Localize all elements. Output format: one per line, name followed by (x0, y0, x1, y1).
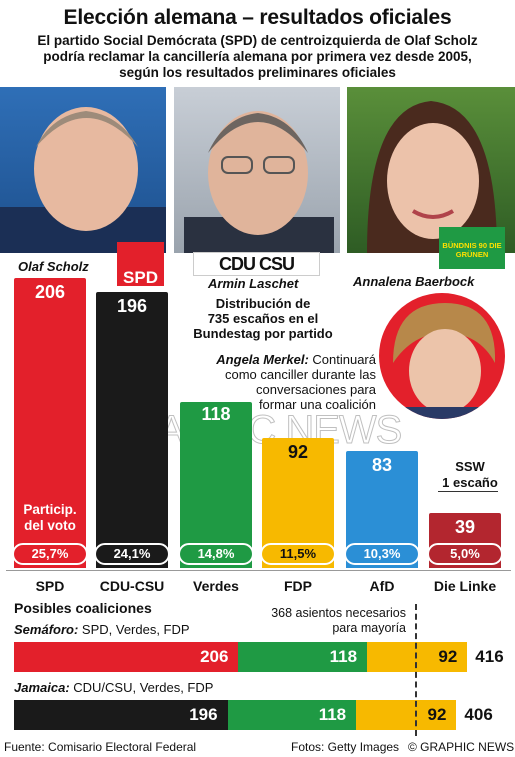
laschet-photo (174, 87, 340, 253)
label-line: Distribución de (215, 296, 311, 311)
label-line: Bundestag por partido (193, 326, 333, 341)
note-line: 1 escaño (442, 475, 498, 490)
seat-bar-chart: 206 25,7% SPD 196 24,1% CDU-CSU 118 14,8% Verdes… (6, 278, 511, 594)
note-line: Continuará (308, 352, 376, 367)
majority-line (415, 604, 417, 736)
distribution-label: Distribución de 735 escaños en el Bundes… (183, 296, 343, 341)
note-line: como canciller durante las (224, 367, 376, 382)
coalition-label: Jamaica: CDU/CSU, Verdes, FDP (14, 680, 213, 695)
candidate-name: Annalena Baerbock (353, 274, 475, 289)
divider (438, 491, 498, 492)
candidate-name: Armin Laschet (208, 276, 299, 291)
note-line: para mayoría (332, 621, 406, 635)
note-line: conversaciones para (256, 382, 376, 397)
coalition-total: 406 (464, 705, 493, 724)
merkel-name: Angela Merkel: (216, 352, 309, 367)
photo-credit: Fotos: Getty Images (291, 740, 400, 754)
coalition-parties: SPD, Verdes, FDP (78, 622, 190, 637)
bar-value: 196 (116, 296, 148, 317)
merkel-note: Angela Merkel: Continuará como canciller… (196, 352, 376, 412)
vote-share: 5,0% (427, 543, 503, 565)
bar-value: 39 (454, 517, 476, 538)
subtitle-line: podría reclamar la cancillería alemana p… (43, 49, 472, 64)
greens-logo: BÜNDNIS 90 DIE GRÜNEN (439, 227, 505, 269)
ssw-note: SSW 1 escaño (422, 459, 515, 491)
bar-value: 92 (287, 442, 309, 463)
coalition-parties: CDU/CSU, Verdes, FDP (69, 680, 214, 695)
subtitle-line: según los resultados preliminares oficia… (119, 65, 396, 80)
note-line: formar una coalición (258, 397, 376, 412)
spd-logo: SPD (117, 242, 164, 287)
bar-value: 206 (34, 282, 66, 302)
coalition-segment: 92 (356, 700, 457, 730)
coalition-segment: 118 (227, 700, 357, 730)
merkel-photo (379, 293, 505, 419)
party-label: CDU-CSU (99, 578, 165, 594)
coalition-name: Semáforo: (14, 622, 79, 637)
page-title: Elección alemana – resultados oficiales (63, 6, 452, 29)
source-note: Fuente: Comisario Electoral Federal (4, 740, 197, 754)
majority-note: 368 asientos necesarios para mayoría (250, 606, 406, 636)
baseline (6, 570, 511, 571)
coalition-name: Jamaica: (14, 680, 70, 695)
note-line: SSW (455, 459, 485, 474)
candidate-name: Olaf Scholz (18, 259, 89, 274)
coalition-total: 416 (475, 647, 504, 666)
portrait-icon (393, 303, 496, 419)
coalition-segment: 206 (14, 642, 239, 672)
coalition-segment: 118 (238, 642, 368, 672)
party-label: FDP (284, 578, 312, 594)
vote-share: 11,5% (260, 543, 336, 565)
vote-share: 10,3% (344, 543, 420, 565)
label-line: 735 escaños en el (207, 311, 319, 326)
vote-share-label: Particip. del voto (14, 502, 86, 534)
coalition-label: Semáforo: SPD, Verdes, FDP (14, 622, 190, 637)
vote-share: 24,1% (94, 543, 170, 565)
bar-value: 118 (201, 403, 231, 424)
bar-cdu-csu (96, 292, 168, 568)
bar-spd (14, 278, 86, 568)
coalition-segment: 92 (367, 642, 468, 672)
vote-share: 25,7% (12, 543, 88, 565)
subtitle: El partido Social Demócrata (SPD) de cen… (0, 33, 515, 81)
party-label: Die Linke (433, 578, 497, 594)
subtitle-line: El partido Social Demócrata (SPD) de cen… (37, 33, 478, 48)
party-label: SPD (35, 578, 65, 594)
coalitions-title: Posibles coaliciones (14, 600, 152, 616)
party-label: Verdes (193, 578, 239, 594)
label-line: del voto (24, 518, 76, 533)
bar-verdes (180, 401, 252, 568)
bar-value: 83 (371, 455, 393, 476)
party-label: AfD (369, 578, 395, 594)
cdu-csu-logo: CDU CSU (193, 252, 320, 276)
portrait-icon (184, 111, 334, 253)
label-line: Particip. (23, 502, 77, 517)
note-line: 368 asientos necesarios (271, 606, 406, 620)
coalition-segment: 196 (14, 700, 228, 730)
credit: © GRAPHIC NEWS (408, 740, 515, 754)
baerbock-photo (347, 87, 515, 253)
portrait-icon (367, 101, 497, 253)
vote-share: 14,8% (178, 543, 254, 565)
